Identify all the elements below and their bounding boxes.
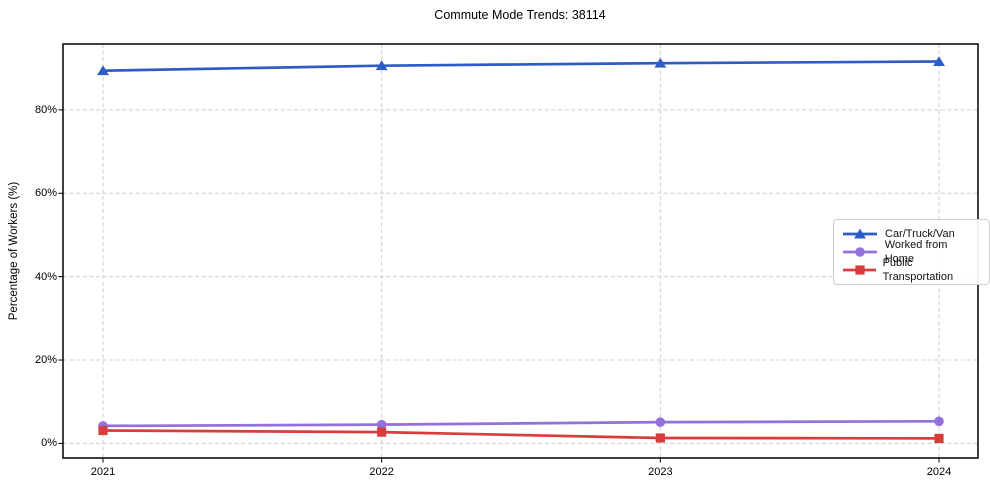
- x-tick-label: 2022: [369, 466, 394, 478]
- y-tick-label: 20%: [34, 354, 57, 367]
- series-line: [102, 60, 940, 73]
- series-public-transportation: [98, 425, 944, 444]
- y-tick-label: 60%: [34, 187, 57, 200]
- series-line: [102, 419, 940, 428]
- circle-marker: [855, 247, 865, 257]
- triangle-marker: [933, 56, 945, 67]
- series-car-truck-van: [97, 56, 945, 76]
- plot-area: [63, 44, 978, 458]
- legend-item-worked-from-home: Worked from Home: [842, 239, 979, 265]
- x-tick-label: 2024: [926, 466, 952, 478]
- y-tick-label: 0%: [41, 437, 57, 450]
- y-tick-label: 80%: [34, 103, 57, 116]
- circle-marker: [934, 416, 944, 427]
- triangle-marker: [654, 57, 667, 68]
- x-tick-label: 2023: [648, 466, 673, 478]
- legend: Car/Truck/Van Worked from Home Public Tr…: [833, 219, 990, 285]
- square-marker: [855, 265, 865, 275]
- circle-marker-icon: [843, 247, 877, 257]
- legend-item-public-transportation: Public Transportation: [842, 257, 979, 283]
- triangle-marker: [854, 228, 866, 239]
- circle-marker: [376, 419, 387, 430]
- triangle-marker-icon: [843, 228, 877, 239]
- chart-title: Commute Mode Trends: 38114: [434, 8, 606, 22]
- legend-item-car-truck-van: Car/Truck/Van: [842, 227, 979, 241]
- series-line: [102, 429, 940, 440]
- square-marker-icon: [843, 265, 876, 275]
- square-marker: [934, 433, 944, 444]
- y-tick-label: 40%: [34, 270, 57, 283]
- triangle-marker: [97, 65, 109, 76]
- legend-label: Worked from Home: [884, 239, 948, 265]
- circle-marker: [655, 417, 666, 427]
- square-marker: [655, 433, 665, 443]
- legend-label: Public Transportation: [882, 257, 954, 283]
- legend-label: Car/Truck/Van: [885, 228, 955, 240]
- triangle-marker: [375, 60, 388, 71]
- square-marker: [377, 427, 387, 437]
- x-tick-label: 2021: [90, 466, 116, 478]
- square-marker: [98, 425, 108, 436]
